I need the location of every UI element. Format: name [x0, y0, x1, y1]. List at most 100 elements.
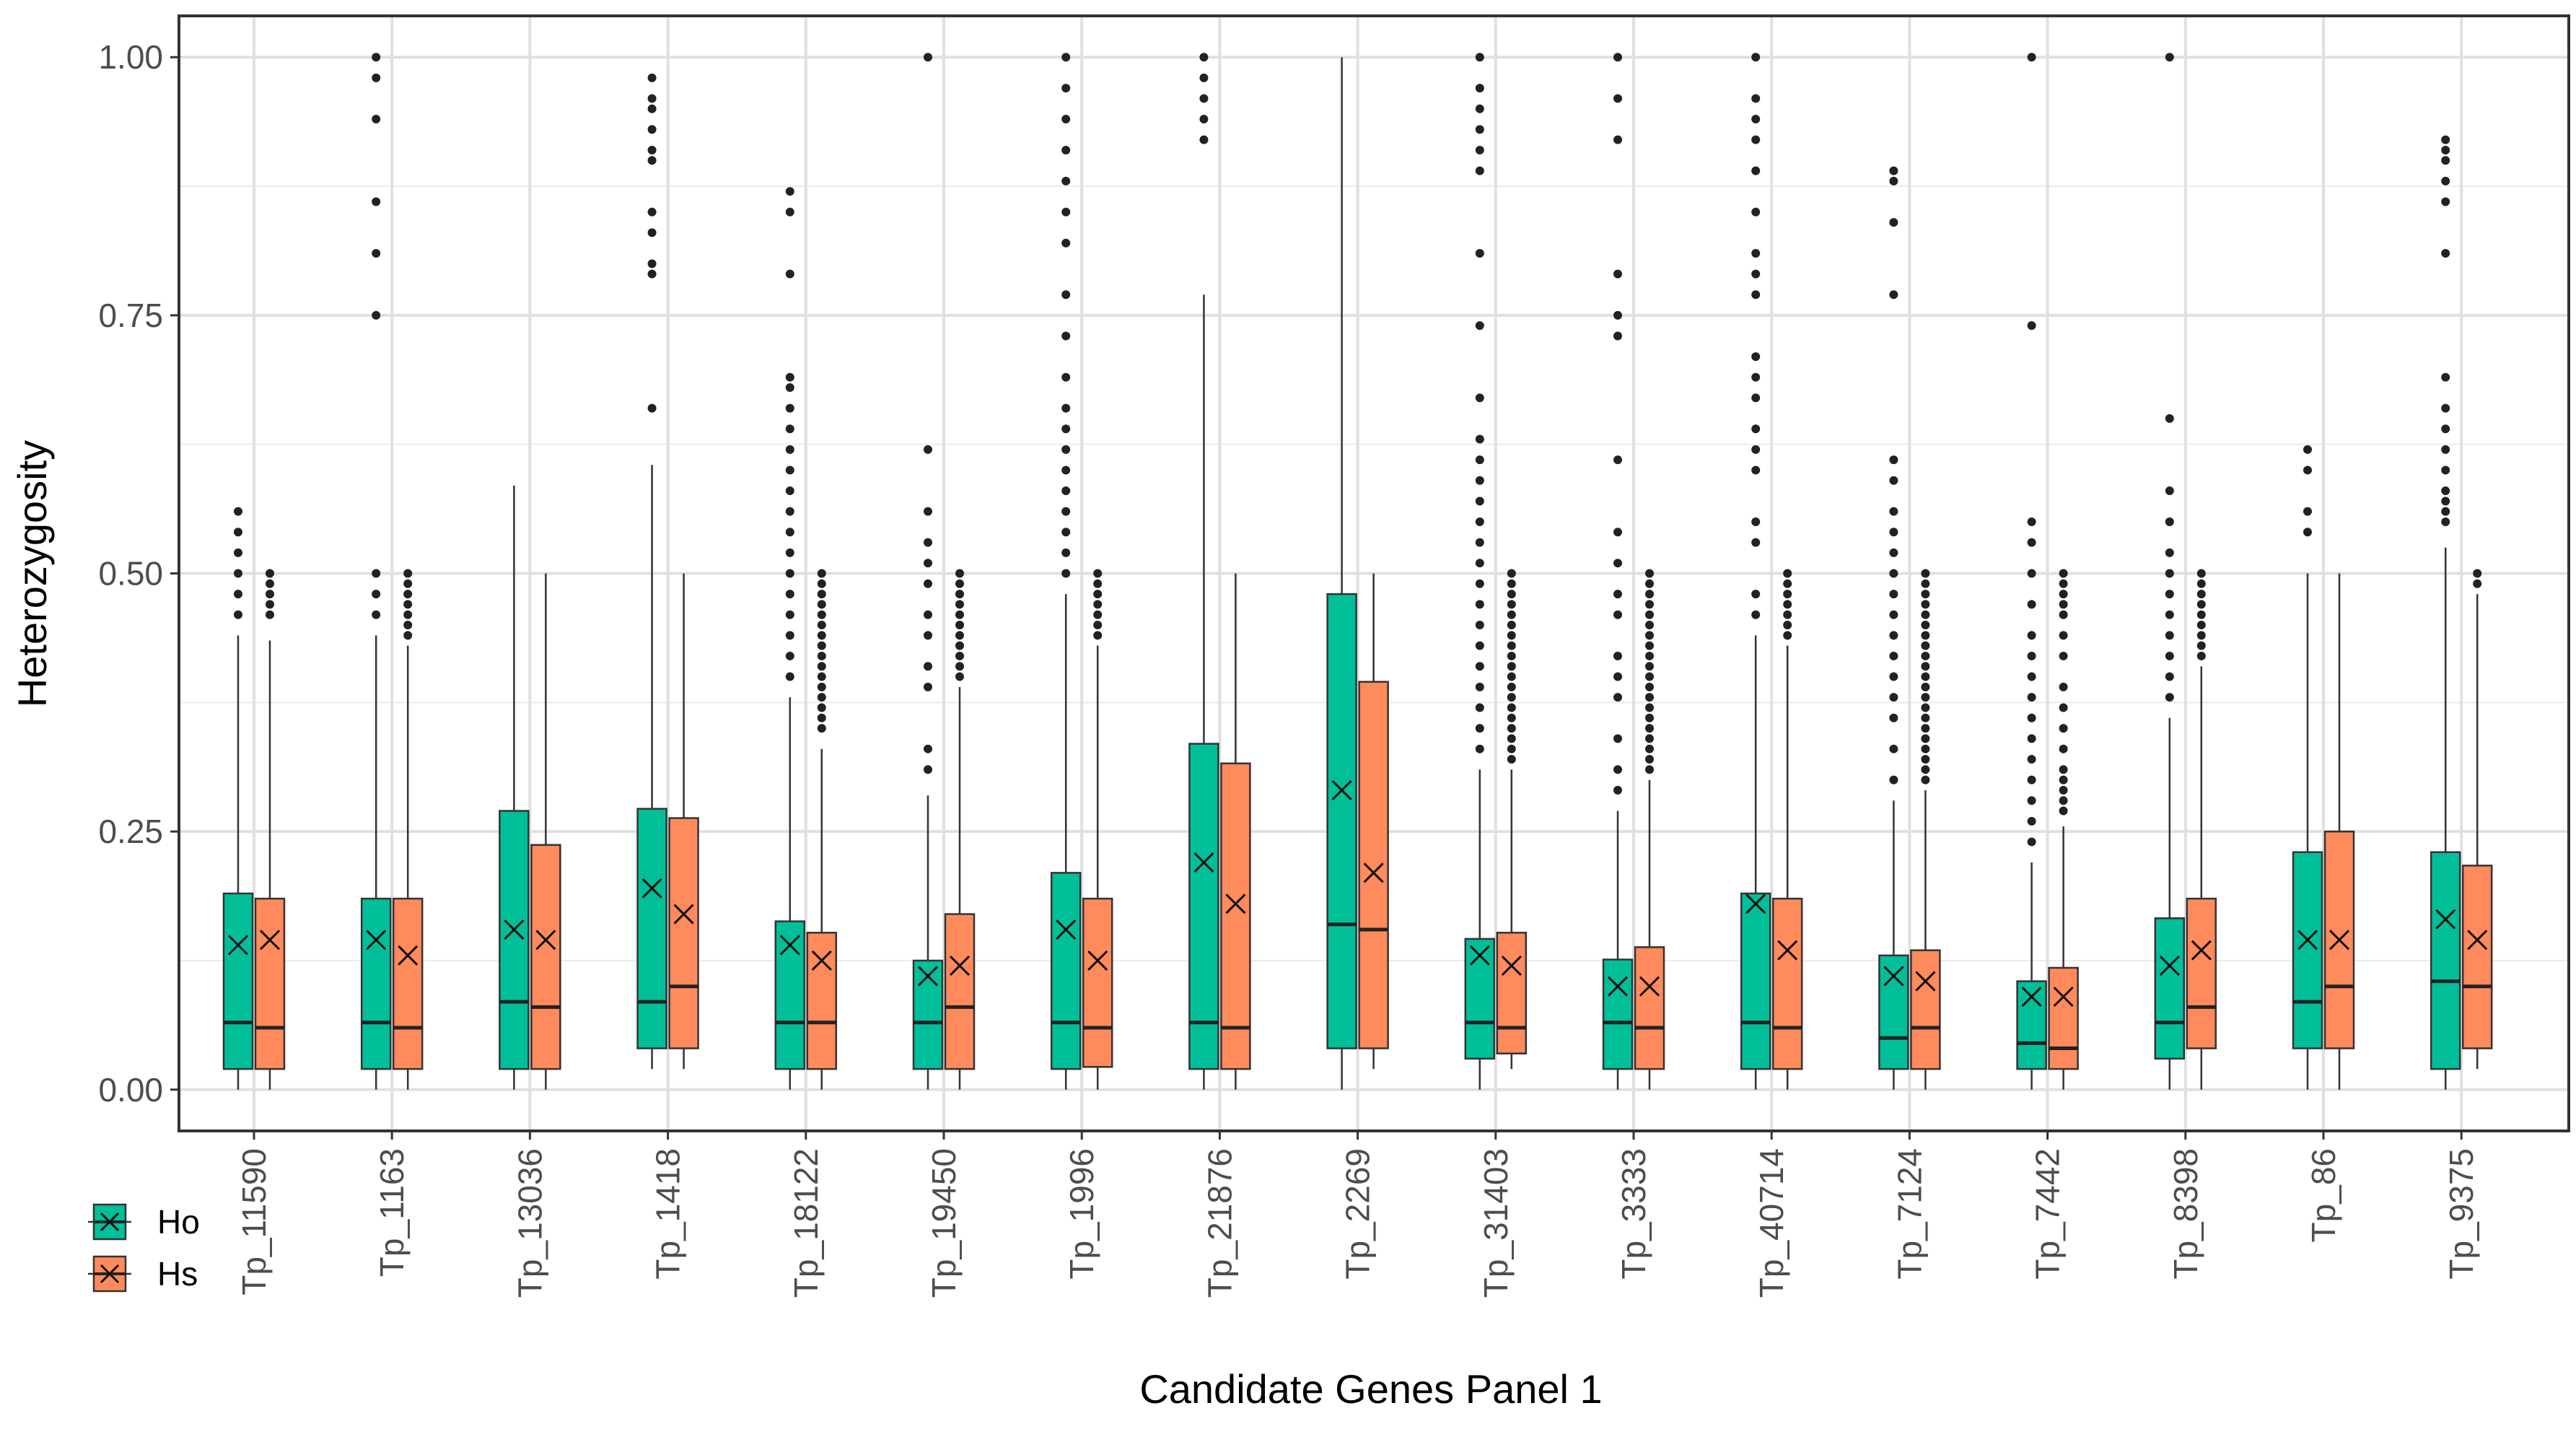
- outlier-point: [1475, 703, 1484, 712]
- outlier-point: [1613, 94, 1622, 103]
- mean-marker: [2467, 930, 2488, 951]
- outlier-point: [785, 651, 794, 660]
- mean-marker: [641, 878, 662, 899]
- outlier-point: [1751, 53, 1761, 62]
- outlier-point: [1475, 145, 1484, 154]
- outlier-point: [1061, 466, 1071, 475]
- x-tick-label: Tp_8398: [2167, 1148, 2204, 1280]
- legend-label-hs: Hs: [157, 1255, 198, 1293]
- outlier-point: [1921, 724, 1930, 733]
- x-tick-label: Tp_2269: [1339, 1148, 1377, 1280]
- outlier-point: [785, 569, 794, 578]
- outlier-point: [817, 651, 826, 660]
- outlier-point: [1889, 507, 1898, 516]
- outlier-point: [234, 569, 242, 578]
- box-hs: [1358, 681, 1389, 1049]
- outlier-point: [1475, 434, 1484, 444]
- outlier-point: [1921, 569, 1930, 578]
- outlier-point: [1507, 631, 1516, 640]
- outlier-point: [1061, 372, 1071, 382]
- outlier-point: [2303, 445, 2312, 454]
- outlier-point: [1645, 600, 1654, 609]
- outlier-point: [372, 53, 381, 62]
- outlier-point: [2441, 486, 2450, 496]
- y-tick-label: 0.75: [98, 297, 163, 334]
- outlier-point: [2196, 651, 2206, 660]
- outlier-point: [1921, 621, 1930, 630]
- outlier-point: [1061, 331, 1071, 341]
- outlier-point: [1645, 682, 1654, 691]
- outlier-point: [1889, 569, 1898, 578]
- mean-marker: [398, 945, 419, 966]
- mean-marker: [1193, 852, 1214, 873]
- outlier-point: [817, 569, 826, 578]
- outlier-point: [2196, 600, 2206, 609]
- outlier-point: [2027, 631, 2036, 640]
- outlier-point: [647, 73, 657, 82]
- outlier-point: [1751, 445, 1761, 454]
- outlier-point: [1921, 641, 1930, 650]
- box-hs: [1634, 946, 1665, 1070]
- mean-marker: [2435, 909, 2456, 930]
- mean-marker: [1883, 966, 1904, 987]
- outlier-point: [1475, 53, 1484, 62]
- outlier-point: [1613, 765, 1622, 774]
- outlier-point: [785, 672, 794, 681]
- outlier-point: [785, 486, 794, 496]
- outlier-point: [955, 579, 964, 588]
- outlier-point: [2059, 796, 2068, 805]
- outlier-point: [955, 651, 964, 660]
- mean-marker: [1363, 862, 1384, 883]
- outlier-point: [2165, 486, 2174, 496]
- outlier-point: [924, 682, 932, 691]
- outlier-point: [1751, 290, 1761, 300]
- mean-marker: [2053, 986, 2074, 1008]
- outlier-point: [1613, 135, 1622, 144]
- outlier-point: [2196, 631, 2206, 640]
- outlier-point: [1061, 528, 1071, 537]
- outlier-point: [1783, 610, 1792, 619]
- outlier-point: [1645, 724, 1654, 733]
- outlier-point: [1921, 682, 1930, 691]
- mean-marker: [779, 935, 800, 956]
- outlier-point: [1645, 672, 1654, 681]
- outlier-point: [1613, 528, 1622, 537]
- outlier-point: [1751, 610, 1761, 619]
- outlier-point: [955, 672, 964, 681]
- outlier-point: [647, 403, 657, 413]
- outlier-point: [1061, 238, 1071, 248]
- outlier-point: [924, 631, 932, 640]
- outlier-point: [2441, 507, 2450, 516]
- outlier-point: [2059, 785, 2068, 795]
- outlier-point: [1889, 218, 1898, 227]
- outlier-point: [1889, 631, 1898, 640]
- outlier-point: [2027, 517, 2036, 526]
- outlier-point: [1751, 538, 1761, 547]
- outlier-point: [2059, 579, 2068, 588]
- outlier-point: [1093, 579, 1103, 588]
- box-ho: [1602, 958, 1634, 1070]
- outlier-point: [647, 156, 657, 165]
- outlier-point: [2027, 321, 2036, 331]
- outlier-point: [372, 197, 381, 206]
- outlier-point: [955, 610, 964, 619]
- outlier-point: [1199, 94, 1209, 103]
- outlier-point: [1921, 744, 1930, 753]
- outlier-point: [1507, 662, 1516, 671]
- outlier-point: [2441, 517, 2450, 526]
- outlier-point: [372, 569, 381, 578]
- box-hs: [1910, 949, 1941, 1070]
- outlier-point: [1507, 682, 1516, 691]
- x-tick-label: Tp_1163: [373, 1148, 411, 1277]
- mean-marker: [917, 966, 939, 987]
- outlier-point: [1507, 693, 1516, 702]
- outlier-point: [1475, 662, 1484, 671]
- outlier-point: [1475, 559, 1484, 568]
- outlier-point: [1645, 734, 1654, 743]
- box-hs: [1082, 897, 1113, 1068]
- outlier-point: [1783, 590, 1792, 599]
- outlier-point: [2473, 579, 2482, 588]
- mean-marker: [811, 950, 832, 971]
